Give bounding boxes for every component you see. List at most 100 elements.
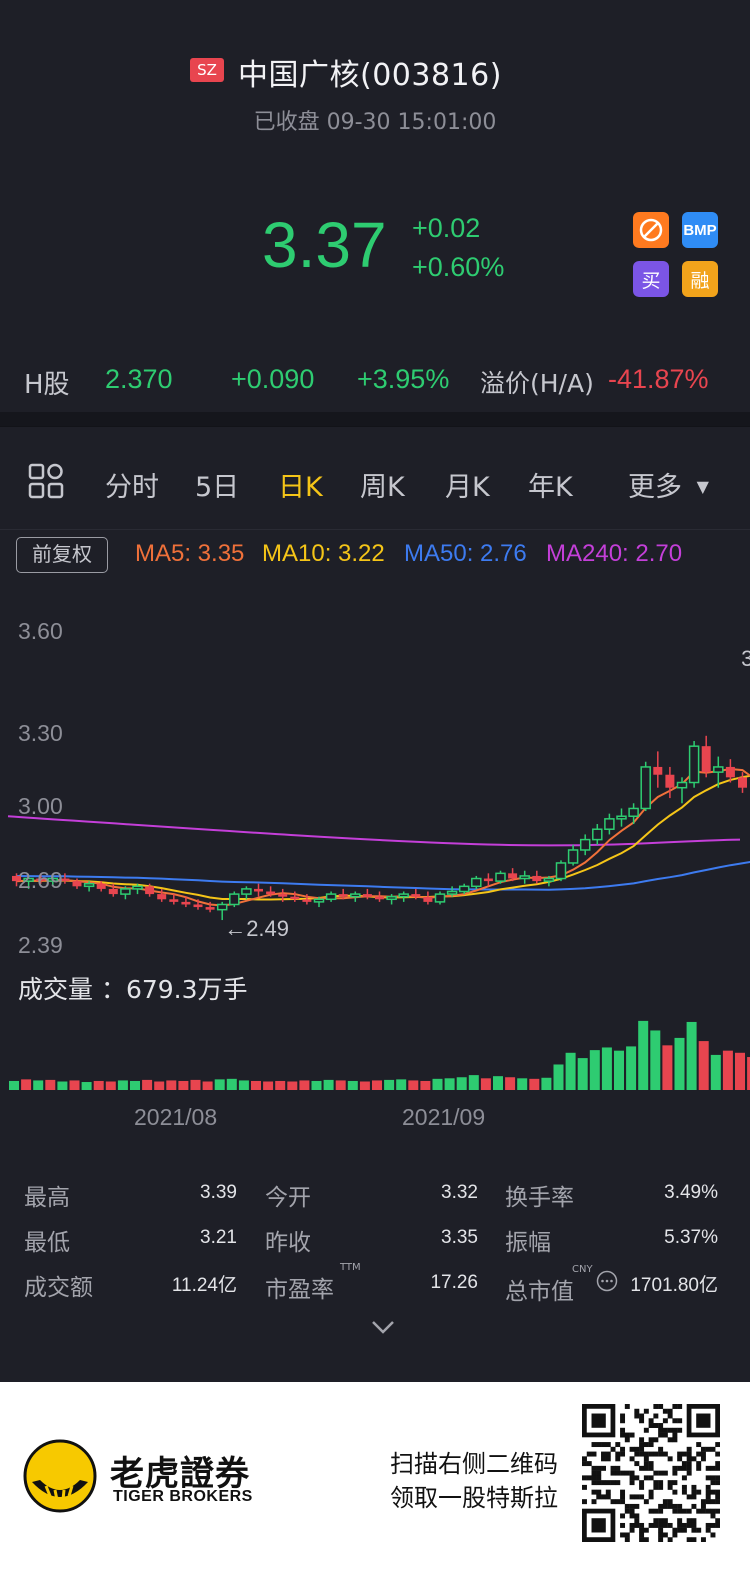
brand-name-en: TIGER BROKERS (113, 1488, 253, 1505)
no-commission-icon[interactable] (633, 212, 669, 248)
tab-weekly-k[interactable]: 周K (360, 472, 405, 503)
candle-body (532, 875, 542, 882)
volume-bar (396, 1079, 407, 1090)
stat-open-label: 今开 (265, 1185, 311, 1211)
tab-yearly-k[interactable]: 年K (528, 472, 573, 503)
volume-bar (323, 1079, 334, 1090)
premium-value: -41.87% (608, 364, 709, 394)
candle-body (604, 818, 615, 830)
market-status: 已收盘 09-30 15:01:00 (253, 110, 497, 135)
volume-bar (287, 1081, 298, 1090)
market-badge: SZ (190, 58, 224, 82)
candle-body (640, 766, 651, 810)
candle-body (302, 899, 312, 902)
adjust-mode-button[interactable]: 前复权 (16, 537, 108, 573)
candle-body (36, 878, 46, 882)
volume-bar (299, 1080, 310, 1090)
volume-bar (214, 1079, 225, 1090)
candle-body (83, 882, 95, 888)
tiger-logo-icon (22, 1438, 98, 1518)
stat-low-value: 3.21 (200, 1227, 237, 1248)
grid-icon[interactable] (28, 463, 64, 503)
volume-bar (142, 1079, 153, 1090)
volume-bar (698, 1041, 709, 1090)
candle-body (471, 877, 482, 888)
volume-bar (9, 1080, 19, 1090)
candle-body (325, 893, 337, 901)
volume-bar (178, 1080, 189, 1090)
candle-body (60, 878, 70, 882)
candle-body (653, 766, 663, 775)
volume-bar (626, 1046, 637, 1090)
more-menu[interactable]: 更多 ▼ (628, 465, 709, 504)
volume-bar (105, 1081, 116, 1090)
y-tick-label: 3.00 (18, 793, 63, 819)
candle-body (205, 907, 215, 910)
volume-bar (722, 1050, 733, 1090)
candle-body (181, 901, 191, 905)
more-info-icon[interactable] (596, 1270, 618, 1296)
expand-chevron-icon[interactable] (370, 1318, 396, 1340)
volume-bar (674, 1037, 685, 1090)
high-marker-label: 3.50→ (741, 646, 750, 671)
candle-body (169, 899, 179, 902)
candle-body (241, 888, 252, 895)
volume-bar (565, 1052, 576, 1090)
ma240-label: MA240: 2.70 (546, 540, 683, 567)
volume-bar (190, 1079, 201, 1090)
volume-bar (166, 1080, 177, 1090)
margin-icon[interactable]: 融 (682, 261, 718, 297)
volume-bar (420, 1080, 431, 1090)
qr-code-icon[interactable] (582, 1404, 720, 1542)
buy-icon[interactable]: 买 (633, 261, 669, 297)
candle-body (47, 877, 59, 882)
volume-bar (577, 1058, 588, 1090)
volume-bar (335, 1080, 346, 1090)
candle-body (738, 777, 747, 788)
candle-body (434, 893, 446, 903)
candle-body (446, 890, 458, 895)
candle-body (688, 745, 700, 784)
candle-body (483, 878, 493, 882)
volume-bar (372, 1080, 382, 1090)
y-tick-label: 2.39 (18, 932, 63, 958)
volume-bar (93, 1080, 104, 1090)
section-divider (0, 412, 750, 426)
mktcap-cny-sup: CNY (572, 1264, 593, 1275)
stat-pe-value: 17.26 (430, 1272, 478, 1293)
volume-chart[interactable] (0, 1000, 750, 1092)
h-share-label: H股 (24, 370, 70, 400)
candle-body (386, 895, 397, 901)
x-tick-label: 2021/08 (134, 1104, 218, 1130)
volume-bar (505, 1077, 516, 1090)
stat-amount-label: 成交额 (24, 1275, 93, 1301)
tab-intraday[interactable]: 分时 (105, 472, 159, 503)
bmp-icon[interactable]: BMP (682, 212, 718, 248)
stat-prev-close-value: 3.35 (441, 1227, 478, 1248)
ma5-label: MA5: 3.35 (135, 540, 245, 567)
volume-bar (444, 1078, 455, 1090)
volume-bar (747, 1057, 750, 1090)
tab-5day[interactable]: 5日 (195, 472, 240, 503)
volume-bar (154, 1081, 165, 1090)
promo-line-2: 领取一股特斯拉 (390, 1484, 558, 1512)
candlestick-chart[interactable]: 3.50→ ←2.49 (0, 580, 750, 980)
candle-body (579, 838, 591, 851)
stat-prev-close-label: 昨收 (265, 1230, 311, 1256)
candle-body (508, 873, 518, 879)
y-tick-label: 3.30 (18, 720, 63, 746)
candle-body (96, 883, 106, 889)
tab-daily-k[interactable]: 日K (278, 472, 323, 503)
premium-label: 溢价(H/A) (480, 369, 594, 398)
caret-down-icon: ▼ (696, 477, 709, 496)
quote-header: SZ 中国广核(003816) 已收盘 09-30 15:01:00 3.37 … (0, 0, 750, 412)
volume-bar (735, 1052, 745, 1090)
candle-body (132, 885, 143, 890)
volume-label: 成交量 ：679.3万手 (18, 975, 248, 1004)
tab-monthly-k[interactable]: 月K (445, 472, 490, 503)
candle-body (216, 903, 228, 911)
volume-bar (202, 1081, 213, 1090)
stat-pe-label: 市盈率 (265, 1277, 334, 1303)
stat-turnover-label: 换手率 (505, 1185, 574, 1211)
promo-line-1: 扫描右侧二维码 (390, 1450, 558, 1478)
